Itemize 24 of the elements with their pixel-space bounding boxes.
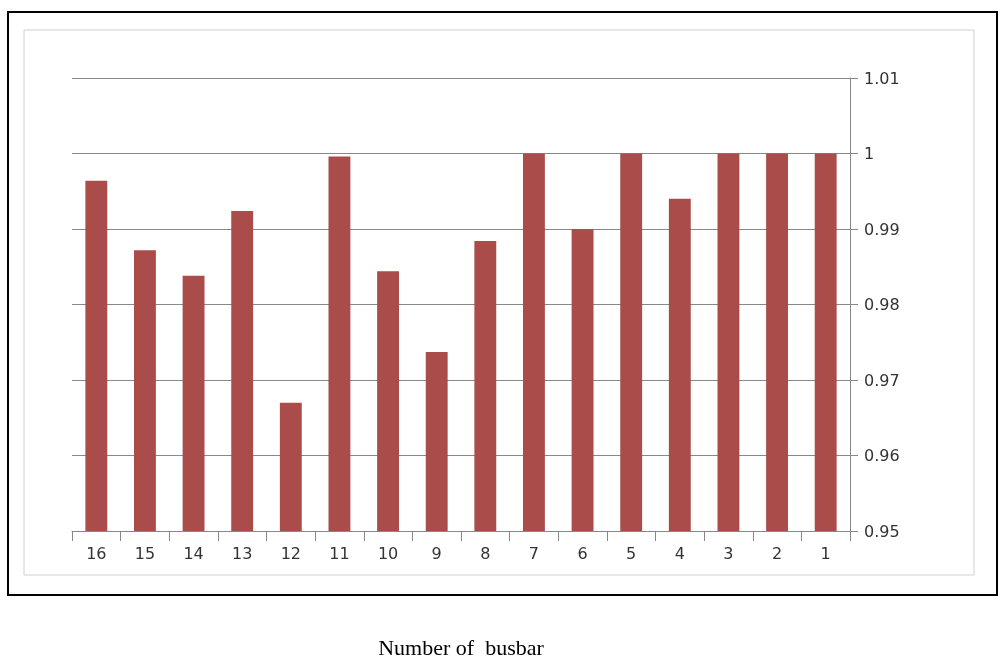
x-tick-label: 7 bbox=[528, 543, 540, 563]
x-tick-label: 15 bbox=[134, 543, 156, 563]
x-tick-label: 13 bbox=[232, 543, 253, 563]
x-tick-label: 14 bbox=[183, 543, 204, 563]
y-tick-label: 0.95 bbox=[864, 521, 900, 541]
x-tick-label: 8 bbox=[480, 543, 491, 563]
x-tick-label: 9 bbox=[431, 543, 442, 563]
y-tick-label: 1 bbox=[864, 144, 875, 163]
x-tick-label: 4 bbox=[674, 543, 685, 563]
x-tick-label: 5 bbox=[626, 543, 637, 563]
y-tick-label: 0.96 bbox=[864, 446, 900, 465]
x-tick-label: 6 bbox=[577, 543, 588, 563]
y-tick-label: 1.01 bbox=[864, 68, 900, 88]
x-axis-title: Number of busbar bbox=[378, 634, 545, 660]
x-tick-label: 11 bbox=[329, 543, 350, 563]
x-tick-label: 3 bbox=[723, 543, 734, 563]
x-tick-label: 1 bbox=[820, 543, 831, 563]
x-tick-label: 2 bbox=[771, 543, 783, 563]
x-tick-label: 16 bbox=[86, 543, 107, 563]
y-tick-label: 0.98 bbox=[864, 295, 900, 314]
x-tick-label: 10 bbox=[377, 543, 399, 563]
y-tick-label: 0.99 bbox=[864, 219, 900, 239]
y-tick-label: 0.97 bbox=[864, 370, 900, 390]
x-tick-label: 12 bbox=[280, 543, 301, 563]
